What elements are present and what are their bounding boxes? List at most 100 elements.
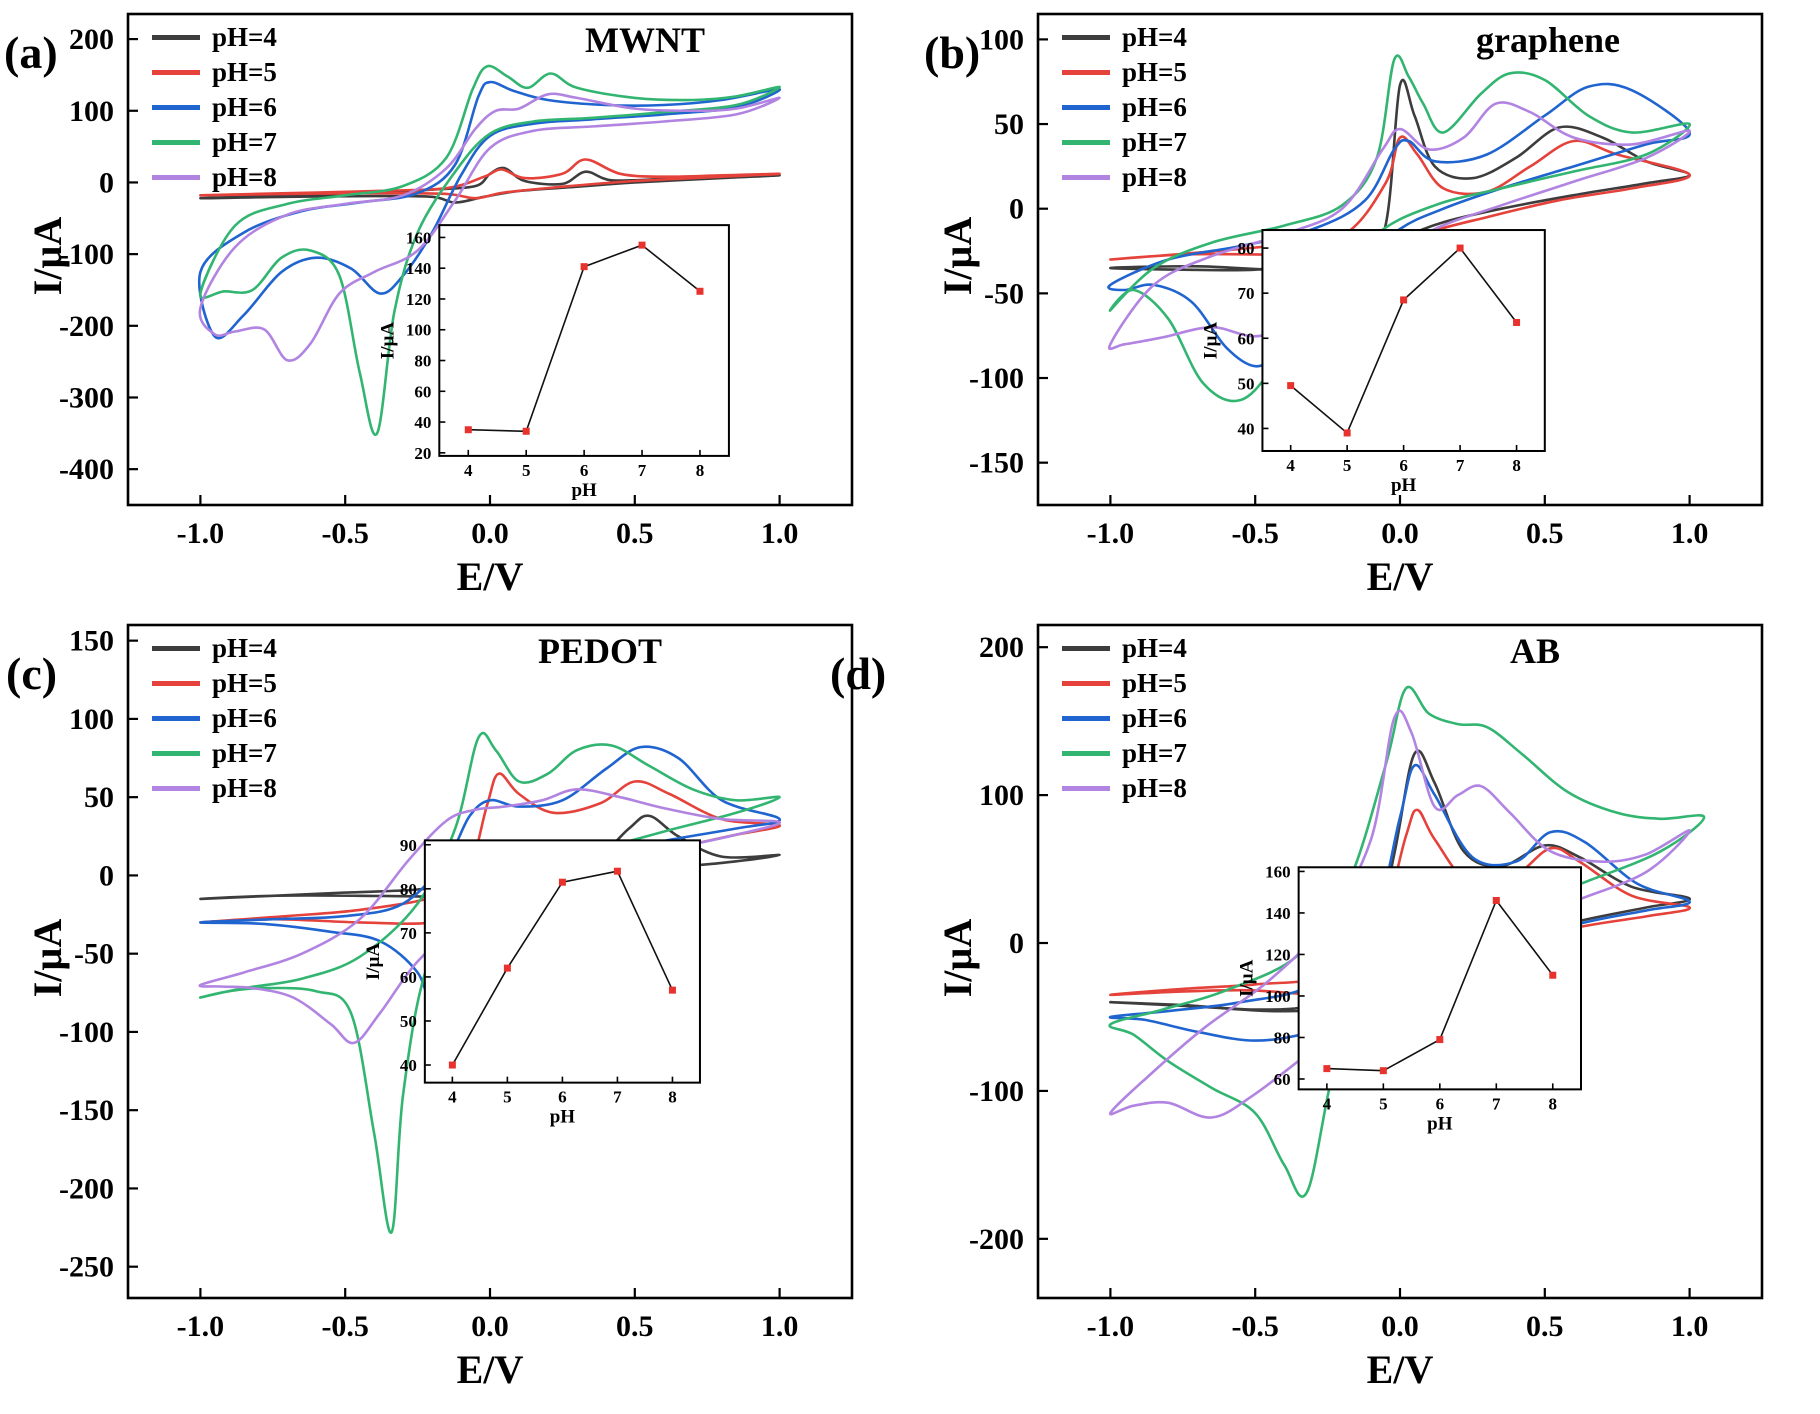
svg-text:7: 7 [613, 1088, 622, 1107]
svg-text:-250: -250 [59, 1251, 114, 1284]
svg-text:pH: pH [1427, 1113, 1453, 1134]
legend-swatch-ph8 [1062, 175, 1110, 180]
legend-item-ph5: pH=5 [1062, 670, 1187, 697]
legend-item-ph6: pH=6 [152, 705, 277, 732]
svg-text:4: 4 [448, 1088, 457, 1107]
svg-text:50: 50 [400, 1012, 417, 1031]
inset-plot: 4 5 6 7 8 40 50 60 70 80 90 pH I/µA [363, 836, 701, 1128]
legend-item-ph6: pH=6 [152, 94, 277, 121]
legend-label-ph8: pH=8 [212, 773, 277, 803]
cv-plot-d: -1.0 -0.5 0.0 0.5 1.0 -200 -100 0 100 200 4 5 6 7 8 60 8… [969, 623, 1764, 1343]
legend-label-ph7: pH=7 [1122, 738, 1187, 768]
svg-text:6: 6 [558, 1088, 567, 1107]
inset-marker [1492, 896, 1500, 904]
svg-text:8: 8 [668, 1088, 677, 1107]
panel-title-c: PEDOT [537, 631, 662, 671]
svg-text:100: 100 [979, 23, 1024, 56]
legend-swatch-ph8 [1062, 786, 1110, 791]
legend-label-ph4: pH=4 [1122, 22, 1187, 52]
cv-curve-pH7 [199, 64, 781, 437]
svg-text:200: 200 [69, 23, 114, 56]
cv-curve-pH8 [198, 787, 781, 1045]
inset-marker [448, 1061, 456, 1069]
legend-item-ph5: pH=5 [1062, 59, 1187, 86]
svg-text:I/µA: I/µA [363, 943, 384, 981]
legend-label-ph8: pH=8 [212, 162, 277, 192]
svg-text:1.0: 1.0 [1671, 1310, 1709, 1343]
x-axis-label-b: E/V [1366, 554, 1434, 599]
svg-text:140: 140 [1265, 904, 1291, 923]
svg-text:0.0: 0.0 [471, 517, 509, 550]
inset-marker [1400, 296, 1408, 304]
panel-label-b: (b) [924, 27, 981, 78]
inset-marker [668, 986, 676, 994]
svg-text:1.0: 1.0 [761, 517, 799, 550]
legend-swatch-ph6 [1062, 716, 1110, 721]
legend-item-ph4: pH=4 [1062, 24, 1187, 51]
legend-label-ph8: pH=8 [1122, 773, 1187, 803]
svg-text:I/µA: I/µA [1237, 959, 1258, 997]
inset-marker [638, 241, 646, 249]
cv-curve-pH8 [198, 92, 781, 362]
legend-label-ph7: pH=7 [1122, 127, 1187, 157]
svg-text:-0.5: -0.5 [1231, 1310, 1279, 1343]
panel-label-a: (a) [4, 27, 58, 78]
inset-marker [1343, 429, 1351, 437]
x-axis-label-c: E/V [456, 1347, 524, 1392]
svg-text:0.5: 0.5 [1526, 517, 1564, 550]
legend-label-ph4: pH=4 [1122, 633, 1187, 663]
legend-swatch-ph4 [1062, 35, 1110, 40]
svg-text:100: 100 [1265, 987, 1291, 1006]
cv-curve-pH5 [199, 158, 781, 200]
legend-item-ph8: pH=8 [1062, 775, 1187, 802]
svg-text:60: 60 [400, 968, 417, 987]
svg-text:0.0: 0.0 [1381, 1310, 1419, 1343]
inset-marker [503, 964, 511, 972]
svg-text:-400: -400 [59, 453, 114, 486]
svg-text:160: 160 [1265, 862, 1291, 881]
inset-plot: 4 5 6 7 8 40 50 60 70 80 pH I/µA [1200, 229, 1546, 496]
svg-text:-0.5: -0.5 [1231, 517, 1279, 550]
svg-text:-100: -100 [969, 1075, 1024, 1108]
svg-text:7: 7 [1456, 456, 1465, 475]
svg-text:80: 80 [1274, 1028, 1291, 1047]
svg-text:70: 70 [400, 924, 417, 943]
svg-text:60: 60 [1274, 1070, 1291, 1089]
svg-text:150: 150 [69, 625, 114, 658]
svg-text:120: 120 [1265, 945, 1291, 964]
svg-text:90: 90 [400, 836, 417, 855]
svg-text:0: 0 [1009, 193, 1024, 226]
svg-text:60: 60 [1237, 329, 1254, 348]
svg-text:8: 8 [1549, 1094, 1558, 1113]
legend-a: pH=4 pH=5 pH=6 pH=7 pH=8 [152, 24, 277, 191]
legend-label-ph8: pH=8 [1122, 162, 1187, 192]
y-axis-label-c: I/µA [25, 918, 70, 997]
legend-item-ph7: pH=7 [152, 129, 277, 156]
y-axis-label-d: I/µA [935, 918, 980, 997]
legend-swatch-ph5 [1062, 681, 1110, 686]
legend-label-ph4: pH=4 [212, 22, 277, 52]
svg-text:50: 50 [84, 781, 114, 814]
cv-plot-a: -1.0 -0.5 0.0 0.5 1.0 -400 -300 -200 -100 0 100 200… [59, 12, 854, 550]
panel-d: -1.0 -0.5 0.0 0.5 1.0 -200 -100 0 100 200 4 5 6 7 8 60 8… [830, 607, 1820, 1414]
svg-text:5: 5 [1343, 456, 1352, 475]
svg-text:0.0: 0.0 [1381, 517, 1419, 550]
svg-text:70: 70 [1237, 284, 1254, 303]
svg-text:-200: -200 [59, 310, 114, 343]
legend-item-ph4: pH=4 [1062, 635, 1187, 662]
svg-text:I/µA: I/µA [1200, 322, 1221, 360]
y-axis-label-a: I/µA [25, 216, 70, 295]
legend-swatch-ph4 [1062, 646, 1110, 651]
cv-curve-pH7 [199, 731, 781, 1234]
svg-text:-1.0: -1.0 [177, 517, 225, 550]
legend-label-ph6: pH=6 [1122, 703, 1187, 733]
svg-text:0: 0 [99, 166, 114, 199]
legend-item-ph6: pH=6 [1062, 705, 1187, 732]
legend-label-ph4: pH=4 [212, 633, 277, 663]
svg-text:pH: pH [1391, 475, 1417, 496]
legend-item-ph7: pH=7 [1062, 740, 1187, 767]
inset-marker [613, 867, 621, 875]
legend-item-ph8: pH=8 [152, 775, 277, 802]
